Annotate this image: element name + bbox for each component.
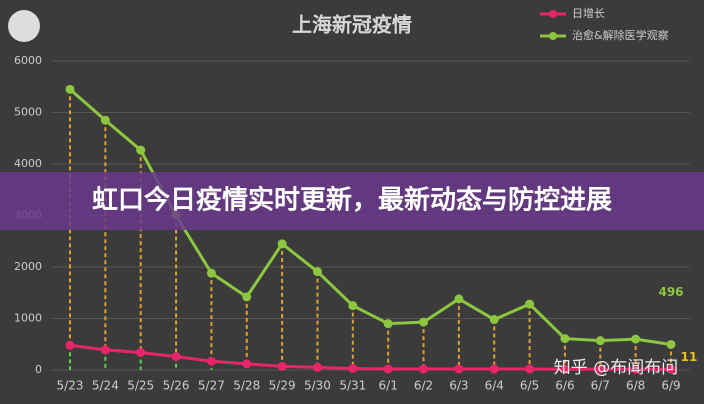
legend-marker <box>549 10 557 18</box>
x-tick-label: 5/30 <box>304 379 331 393</box>
point <box>348 363 358 373</box>
x-tick-label: 6/5 <box>520 379 539 393</box>
point <box>242 292 252 302</box>
point <box>206 268 216 278</box>
logo <box>8 10 40 42</box>
legend-label: 日增长 <box>572 6 605 20</box>
point <box>312 267 322 277</box>
x-tick-label: 5/24 <box>92 379 119 393</box>
x-tick-label: 6/1 <box>379 379 398 393</box>
point <box>489 364 499 374</box>
banner-text: 虹口今日疫情实时更新，最新动态与防控进展 <box>92 185 612 216</box>
point <box>419 317 429 327</box>
plot-area: 01000200030004000500060005/235/245/255/2… <box>14 54 697 393</box>
point <box>454 294 464 304</box>
point <box>631 334 641 344</box>
x-tick-label: 6/7 <box>591 379 610 393</box>
legend-label: 治愈&解除医学观察 <box>572 28 669 42</box>
y-tick-label: 2000 <box>14 260 42 273</box>
point <box>560 364 570 374</box>
chart-title: 上海新冠疫情 <box>292 13 412 37</box>
point <box>489 315 499 325</box>
point <box>419 364 429 374</box>
x-tick-label: 6/9 <box>661 379 680 393</box>
x-tick-label: 6/4 <box>485 379 504 393</box>
point <box>560 334 570 344</box>
point <box>383 364 393 374</box>
point <box>383 319 393 329</box>
x-tick-label: 6/3 <box>449 379 468 393</box>
point <box>100 115 110 125</box>
x-tick-label: 6/6 <box>555 379 574 393</box>
value-label: 496 <box>658 285 683 299</box>
point <box>525 299 535 309</box>
point <box>454 364 464 374</box>
x-tick-label: 5/25 <box>127 379 154 393</box>
series-line <box>69 343 672 371</box>
y-tick-label: 4000 <box>14 157 42 170</box>
point <box>595 336 605 346</box>
x-tick-label: 5/28 <box>233 379 260 393</box>
y-tick-label: 5000 <box>14 106 42 119</box>
point <box>666 339 676 349</box>
value-label: 11 <box>681 350 698 364</box>
point <box>100 345 110 355</box>
x-tick-label: 5/23 <box>57 379 84 393</box>
x-tick-label: 6/8 <box>626 379 645 393</box>
point <box>631 364 641 374</box>
point <box>242 359 252 369</box>
y-tick-label: 1000 <box>14 312 42 325</box>
point <box>277 239 287 249</box>
point <box>206 356 216 366</box>
x-tick-label: 5/29 <box>269 379 296 393</box>
x-tick-label: 6/2 <box>414 379 433 393</box>
legend-marker <box>549 32 557 40</box>
point <box>595 364 605 374</box>
y-tick-label: 6000 <box>14 54 42 67</box>
watermark: 知乎 @布闻布问 <box>554 358 678 378</box>
point <box>312 362 322 372</box>
x-tick-label: 5/26 <box>163 379 190 393</box>
point <box>136 347 146 357</box>
x-tick-label: 5/27 <box>198 379 225 393</box>
point <box>277 361 287 371</box>
point <box>65 340 75 350</box>
point <box>525 364 535 374</box>
point <box>65 84 75 94</box>
point <box>136 145 146 155</box>
banner-bg <box>0 172 704 230</box>
point <box>171 352 181 362</box>
y-tick-label: 0 <box>35 363 42 376</box>
x-tick-label: 5/31 <box>339 379 366 393</box>
point <box>666 364 676 374</box>
point <box>348 301 358 311</box>
